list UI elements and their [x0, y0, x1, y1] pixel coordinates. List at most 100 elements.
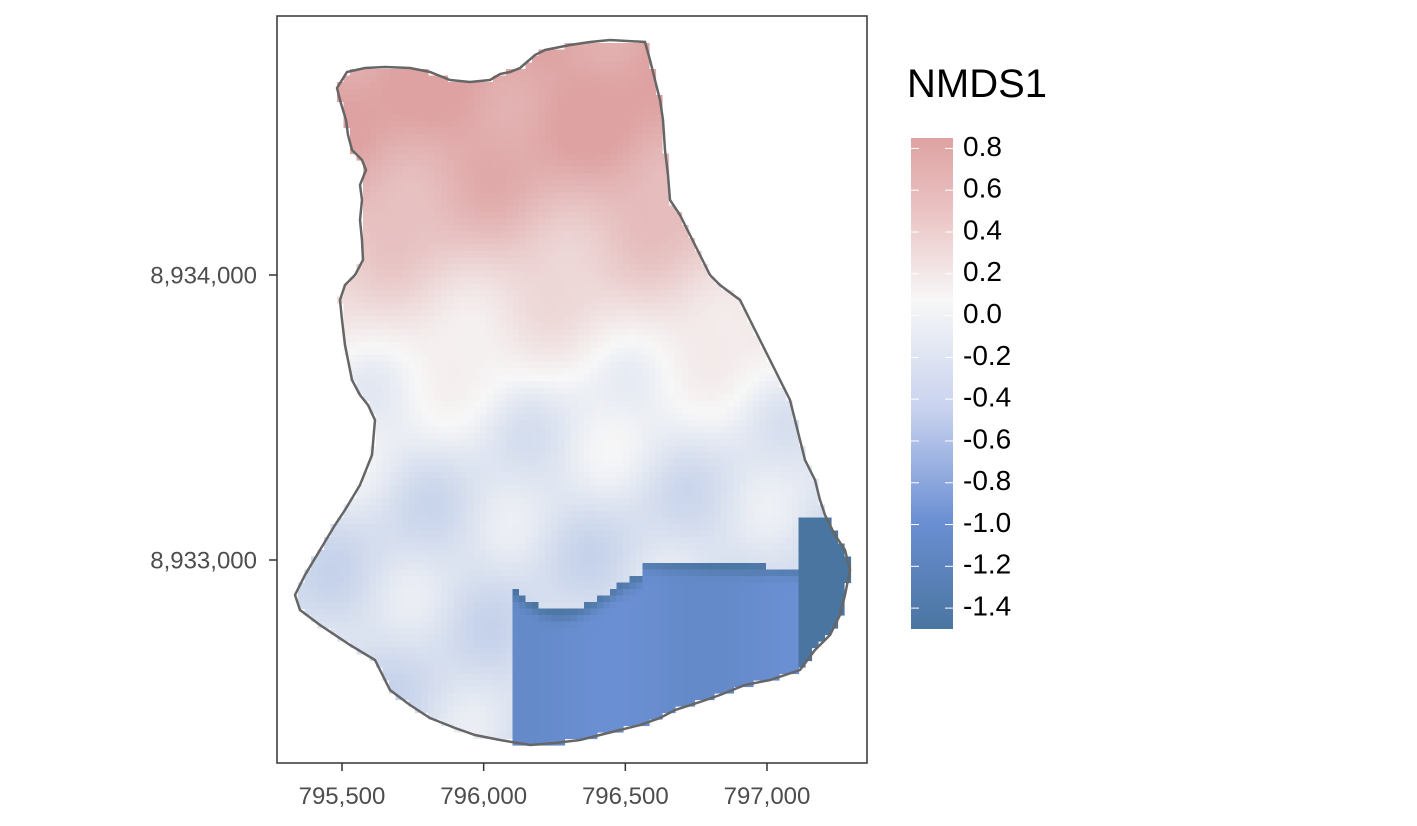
raster-cell [805, 504, 813, 512]
raster-cell [571, 478, 579, 486]
raster-cell [460, 147, 468, 155]
raster-cell [382, 355, 390, 363]
raster-cell [460, 348, 468, 356]
raster-cell [688, 368, 696, 376]
raster-cell [467, 186, 475, 194]
raster-cell [597, 322, 605, 330]
raster-cell [642, 303, 650, 311]
raster-cell [590, 400, 598, 408]
raster-cell [629, 563, 637, 571]
raster-cell [402, 387, 410, 395]
raster-cell [402, 283, 410, 291]
raster-cell [571, 49, 579, 57]
raster-cell [655, 485, 663, 493]
raster-cell [610, 550, 618, 558]
raster-cell [454, 95, 462, 103]
raster-cell [493, 335, 501, 343]
raster-cell [343, 582, 351, 590]
raster-cell [649, 147, 657, 155]
raster-cell [668, 491, 676, 499]
raster-cell [467, 576, 475, 584]
raster-cell [564, 530, 572, 538]
raster-cell [636, 264, 644, 272]
raster-cell [519, 407, 527, 415]
raster-cell [428, 530, 436, 538]
raster-cell [694, 270, 702, 278]
raster-cell [779, 543, 787, 551]
raster-cell [486, 101, 494, 109]
raster-cell [577, 420, 585, 428]
raster-cell [454, 589, 462, 597]
raster-cell [707, 335, 715, 343]
raster-cell [480, 296, 488, 304]
raster-cell [330, 582, 338, 590]
raster-cell [681, 589, 689, 597]
raster-cell [363, 569, 371, 577]
raster-cell [545, 303, 553, 311]
raster-cell [707, 550, 715, 558]
raster-cell [532, 485, 540, 493]
raster-cell [421, 303, 429, 311]
raster-cell [493, 303, 501, 311]
raster-cell [642, 465, 650, 473]
raster-cell [402, 166, 410, 174]
raster-cell [590, 257, 598, 265]
raster-cell [506, 309, 514, 317]
raster-cell [532, 121, 540, 129]
raster-cell [707, 446, 715, 454]
raster-cell [727, 322, 735, 330]
raster-cell [675, 478, 683, 486]
raster-cell [428, 472, 436, 480]
raster-cell [363, 556, 371, 564]
raster-cell [447, 342, 455, 350]
raster-cell [766, 569, 774, 577]
raster-cell [473, 160, 481, 168]
raster-cell [343, 316, 351, 324]
raster-cell [447, 348, 455, 356]
raster-cell [551, 69, 559, 77]
raster-cell [402, 251, 410, 259]
raster-cell [369, 342, 377, 350]
raster-cell [343, 82, 351, 90]
raster-cell [558, 173, 566, 181]
raster-cell [447, 381, 455, 389]
raster-cell [590, 43, 598, 51]
raster-cell [480, 504, 488, 512]
raster-cell [597, 374, 605, 382]
raster-cell [590, 472, 598, 480]
raster-cell [558, 296, 566, 304]
raster-cell [395, 335, 403, 343]
raster-cell [441, 491, 449, 499]
raster-cell [597, 556, 605, 564]
raster-cell [506, 101, 514, 109]
raster-cell [460, 498, 468, 506]
raster-cell [785, 543, 793, 551]
raster-cell [428, 576, 436, 584]
raster-cell [811, 543, 819, 551]
raster-cell [603, 472, 611, 480]
raster-cell [532, 296, 540, 304]
raster-cell [506, 277, 514, 285]
raster-cell [629, 530, 637, 538]
raster-cell [668, 582, 676, 590]
raster-cell [564, 504, 572, 512]
raster-cell [571, 504, 579, 512]
raster-cell [818, 582, 826, 590]
raster-cell [675, 342, 683, 350]
raster-cell [467, 140, 475, 148]
raster-cell [642, 446, 650, 454]
raster-cell [792, 472, 800, 480]
raster-cell [636, 407, 644, 415]
raster-cell [408, 459, 416, 467]
raster-cell [746, 413, 754, 421]
raster-cell [577, 231, 585, 239]
raster-cell [382, 192, 390, 200]
raster-cell [636, 231, 644, 239]
raster-cell [551, 309, 559, 317]
raster-cell [350, 589, 358, 597]
raster-cell [584, 238, 592, 246]
raster-cell [688, 563, 696, 571]
raster-cell [623, 62, 631, 70]
raster-cell [493, 563, 501, 571]
raster-cell [584, 186, 592, 194]
